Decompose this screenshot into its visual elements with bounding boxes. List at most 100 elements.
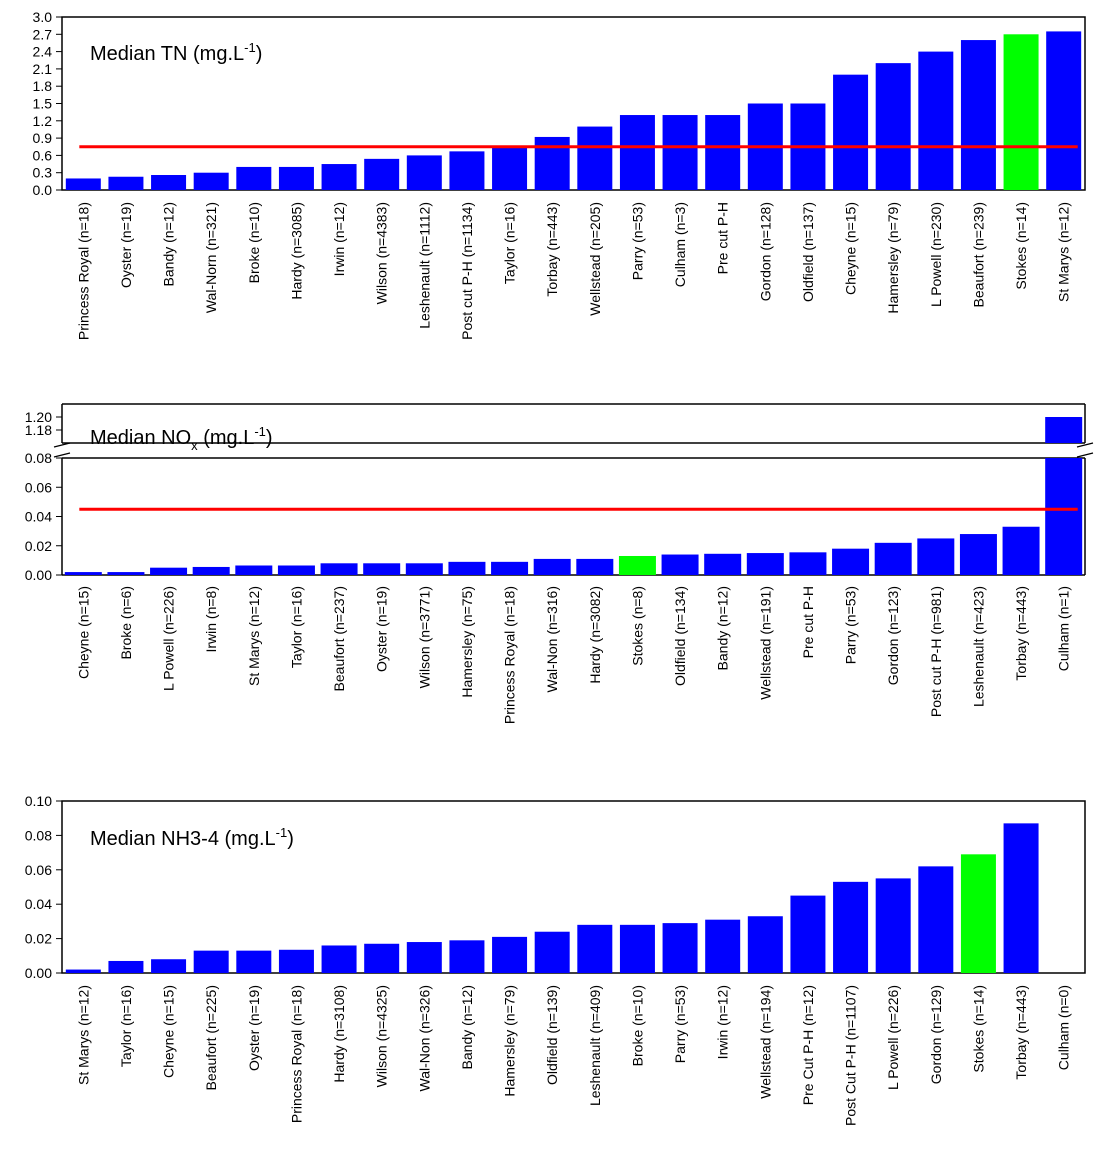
bar	[492, 936, 528, 973]
category-label: Wellstead (n=194)	[757, 985, 773, 1099]
plot-frame	[61, 800, 1086, 974]
axis-break-mark	[1076, 452, 1094, 458]
bar	[875, 878, 911, 973]
category-label: Wal-Non (n=326)	[416, 985, 432, 1091]
category-label: St Marys (n=12)	[75, 985, 91, 1085]
bar	[705, 115, 741, 190]
bar	[192, 566, 230, 575]
bar	[151, 175, 187, 190]
category-label: Gordon (n=128)	[757, 202, 773, 301]
upper-y-tick-label: 1.20	[25, 409, 52, 425]
category-label: Oyster (n=19)	[118, 202, 134, 288]
bar	[108, 176, 144, 190]
y-tick-label: 0.9	[33, 130, 53, 146]
bar	[577, 924, 613, 973]
title-part: -1	[276, 825, 288, 840]
category-label: Pre cut P-H	[800, 586, 816, 658]
bar	[833, 881, 869, 973]
title-part: )	[287, 828, 294, 850]
category-label: Culham (n=3)	[672, 202, 688, 287]
y-tick-label: 0.04	[25, 896, 52, 912]
chart-title: Median NOx (mg.L-1)	[90, 424, 273, 453]
y-tick-label: 0.08	[25, 827, 52, 843]
upper-y-tick-label: 1.18	[25, 422, 52, 438]
bar	[193, 172, 229, 190]
bar	[832, 548, 870, 575]
bar	[1002, 526, 1040, 575]
bar	[491, 561, 529, 575]
category-label: Oldfield (n=134)	[672, 586, 688, 686]
category-label: Irwin (n=12)	[715, 985, 731, 1059]
y-tick-label: 0.0	[33, 182, 53, 198]
category-label: Parry (n=53)	[629, 202, 645, 280]
category-label: Parry (n=53)	[672, 985, 688, 1063]
bar	[364, 943, 400, 973]
category-label: Hardy (n=3108)	[331, 985, 347, 1083]
y-tick-label: 0.00	[25, 965, 52, 981]
category-label: Gordon (n=129)	[928, 985, 944, 1084]
category-label: Beaufort (n=237)	[331, 586, 347, 691]
category-label: Oyster (n=19)	[246, 985, 262, 1071]
category-label: Wilson (n=4325)	[374, 985, 390, 1087]
bar	[405, 563, 443, 575]
bar	[662, 923, 698, 973]
bar	[1046, 31, 1082, 190]
category-label: Taylor (n=16)	[502, 202, 518, 284]
bar	[576, 558, 614, 575]
category-label: Pre Cut P-H (n=12)	[800, 985, 816, 1105]
bar	[917, 538, 955, 575]
y-tick-label: 2.7	[33, 26, 53, 42]
bar	[1003, 823, 1039, 973]
bar	[746, 553, 784, 575]
bar	[534, 136, 570, 190]
bar	[875, 63, 911, 191]
category-label: Hamersley (n=75)	[459, 586, 475, 698]
category-label: L Powell (n=226)	[885, 985, 901, 1090]
category-label: Wellstead (n=191)	[757, 586, 773, 700]
bar	[577, 126, 613, 190]
category-label: Irwin (n=12)	[331, 202, 347, 276]
bar	[661, 554, 699, 575]
axis-break-mark	[53, 442, 71, 448]
bar	[1045, 458, 1083, 575]
bar	[108, 960, 144, 973]
y-tick-label: 1.8	[33, 78, 53, 94]
bar	[236, 166, 272, 190]
category-label: Culham (n=0)	[1056, 985, 1072, 1070]
bar	[236, 950, 272, 973]
title-part: )	[266, 427, 273, 449]
bar	[960, 854, 996, 973]
category-label: Hamersley (n=79)	[502, 985, 518, 1097]
bar	[619, 924, 655, 973]
category-label: Taylor (n=16)	[118, 985, 134, 1067]
title-part: Median NO	[90, 427, 191, 449]
category-label: Post Cut P-H (n=1107)	[843, 985, 859, 1126]
bar	[918, 866, 954, 973]
category-label: Gordon (n=123)	[885, 586, 901, 685]
chart-2: 0.00 0.02 0.04 0.06 0.08 1.181.20 Cheyne (n=15…	[25, 403, 1094, 724]
category-label: Stokes (n=14)	[1013, 202, 1029, 290]
category-label: Culham (n=1)	[1056, 586, 1072, 671]
bar	[534, 931, 570, 973]
bar	[277, 565, 315, 575]
bar	[874, 542, 912, 575]
y-tick-label: 3.0	[33, 9, 53, 25]
bar	[151, 959, 187, 973]
category-label: Broke (n=6)	[118, 586, 134, 660]
bar	[789, 552, 827, 575]
bar	[662, 115, 698, 190]
bar	[618, 555, 656, 575]
category-label: Cheyne (n=15)	[843, 202, 859, 295]
bar	[65, 969, 101, 973]
category-label: Torbay (n=443)	[1013, 985, 1029, 1080]
bar-upper	[1045, 417, 1083, 443]
category-label: Oldfield (n=137)	[800, 202, 816, 302]
category-label: Broke (n=10)	[629, 985, 645, 1066]
title-part: (mg.L	[198, 427, 255, 449]
bar	[833, 74, 869, 190]
y-tick-label: 0.00	[25, 567, 52, 583]
bar	[619, 115, 655, 190]
bar	[64, 572, 102, 575]
bar	[960, 40, 996, 190]
title-part: -1	[244, 40, 256, 55]
